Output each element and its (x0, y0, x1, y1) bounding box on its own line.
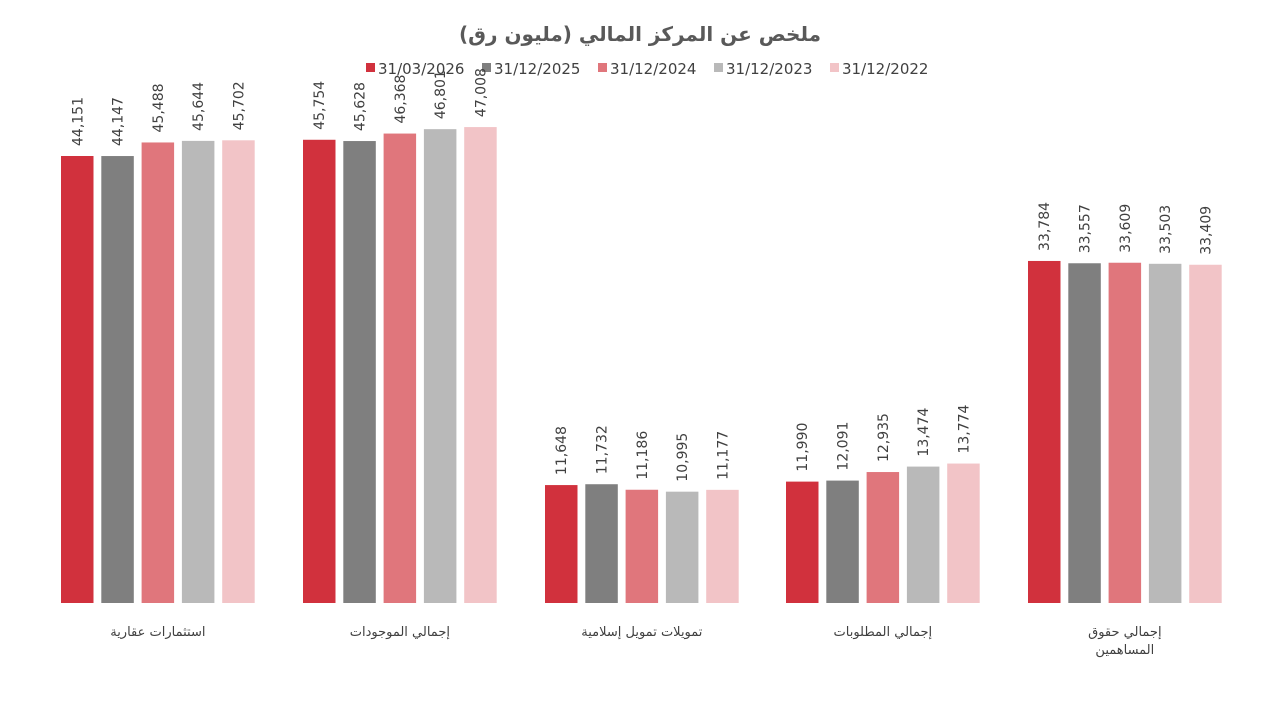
data-label: 12,935 (876, 413, 892, 462)
legend-swatch (830, 63, 839, 72)
data-label: 11,177 (715, 431, 731, 480)
data-label: 46,368 (393, 75, 409, 124)
chart-title: ملخص عن المركز المالي (مليون رق) (459, 22, 821, 47)
data-label: 33,784 (1037, 202, 1053, 251)
data-label: 45,702 (231, 81, 247, 130)
bar (585, 484, 618, 603)
bar (906, 466, 940, 603)
legend-swatch (482, 63, 491, 72)
bar (545, 485, 578, 603)
legend-label: 31/12/2022 (842, 60, 928, 78)
category-label: تمويلات تمويل إسلامية (581, 625, 703, 640)
data-label: 33,609 (1118, 204, 1134, 253)
data-label: 13,774 (956, 404, 972, 453)
data-label: 47,008 (473, 68, 489, 117)
data-label: 45,754 (312, 81, 328, 130)
legend-item: 31/03/2026 (366, 60, 464, 78)
data-label: 11,990 (795, 423, 811, 472)
legend: 31/03/2026 31/12/2025 31/12/2024 31/12/2023… (366, 60, 928, 78)
bar (222, 140, 255, 604)
value-labels-group: 44,151 44,147 45,488 45,644 45,702 45,754 45,6… (70, 68, 1214, 482)
data-label: 11,732 (595, 425, 611, 474)
bar (706, 489, 739, 603)
data-label: 33,409 (1198, 206, 1214, 255)
legend-item: 31/12/2025 (482, 60, 580, 78)
legend-label: 31/12/2025 (494, 60, 580, 78)
data-label: 12,091 (836, 422, 852, 471)
bar (61, 156, 94, 603)
bar (303, 139, 336, 603)
bar (786, 481, 819, 603)
legend-item: 31/12/2022 (830, 60, 928, 78)
data-label: 10,995 (675, 433, 691, 482)
legend-label: 31/12/2024 (610, 60, 696, 78)
bar (665, 491, 699, 603)
data-label: 45,628 (353, 82, 369, 131)
bar (383, 133, 417, 603)
data-label: 33,557 (1078, 204, 1094, 253)
legend-item: 31/12/2024 (598, 60, 696, 78)
bar (1108, 262, 1142, 603)
data-label: 46,801 (433, 70, 449, 119)
bar (866, 472, 900, 603)
bar (1148, 263, 1182, 603)
data-label: 45,644 (191, 82, 207, 131)
bar (423, 129, 457, 604)
legend-swatch (598, 63, 607, 72)
data-label: 33,503 (1158, 205, 1174, 254)
data-label: 13,474 (916, 408, 932, 457)
legend-label: 31/12/2023 (726, 60, 812, 78)
bar (1068, 263, 1101, 603)
data-label: 11,186 (635, 431, 651, 480)
bars-group (61, 127, 1222, 604)
category-label: إجمالي الموجودات (350, 625, 450, 640)
bar (1189, 264, 1222, 603)
data-label: 11,648 (554, 426, 570, 475)
data-label: 44,151 (70, 97, 86, 146)
bar (101, 156, 134, 603)
category-label: المساهمين (1095, 643, 1154, 658)
bar (141, 142, 175, 603)
category-label: إجمالي حقوق (1088, 625, 1161, 640)
category-label: استثمارات عقارية (110, 625, 205, 640)
bar (947, 463, 980, 603)
bar (1028, 260, 1061, 603)
data-label: 44,147 (111, 97, 127, 146)
legend-swatch (714, 63, 723, 72)
bar (826, 480, 859, 603)
data-label: 45,488 (151, 83, 167, 132)
legend-item: 31/12/2023 (714, 60, 812, 78)
legend-label: 31/03/2026 (378, 60, 464, 78)
category-labels-group: استثمارات عقارية إجمالي الموجودات تمويلات … (110, 625, 1161, 658)
category-label: إجمالي المطلوبات (834, 625, 933, 640)
bar (464, 127, 497, 604)
bar (343, 141, 376, 604)
legend-swatch (366, 63, 375, 72)
bar (181, 140, 215, 604)
bar (625, 489, 659, 603)
